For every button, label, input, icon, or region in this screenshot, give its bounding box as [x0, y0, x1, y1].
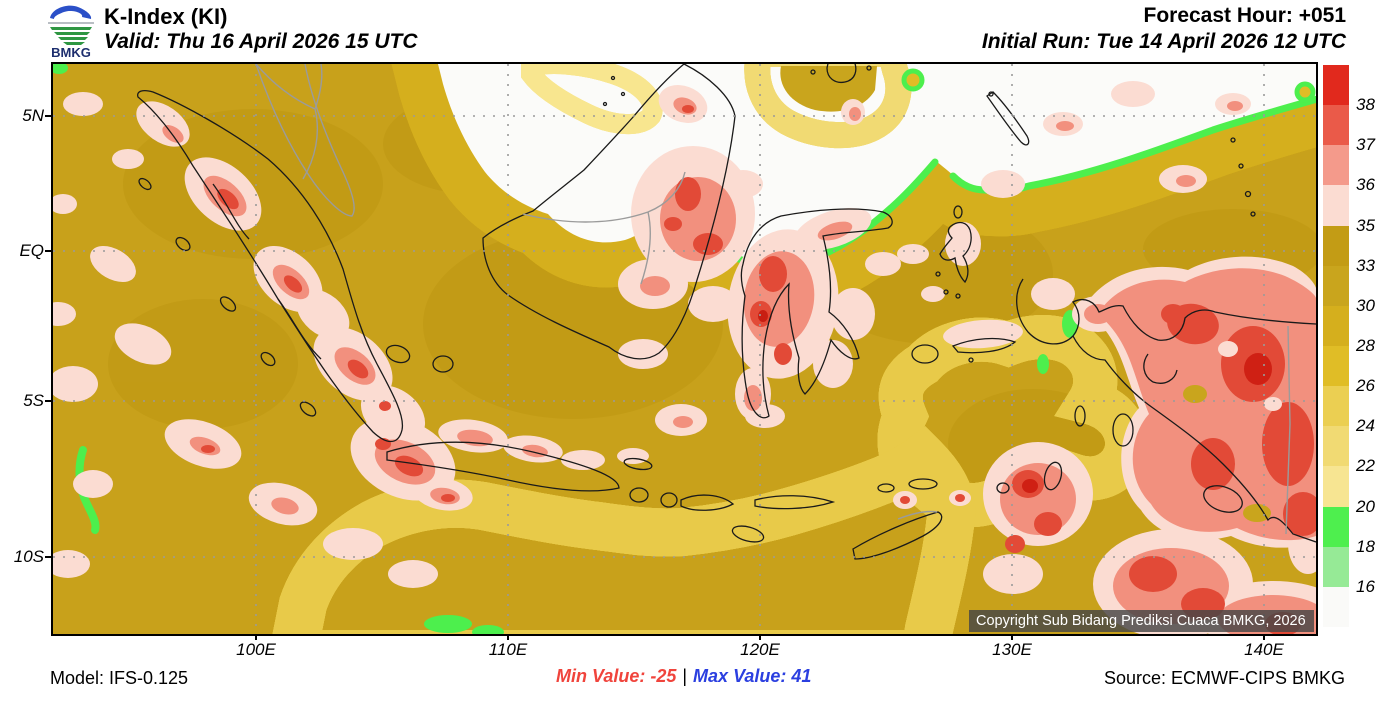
colorbar-band — [1323, 265, 1349, 306]
colorbar-band — [1323, 225, 1349, 266]
valid-time-label: Valid: Thu 16 April 2026 15 UTC — [104, 30, 418, 53]
colorbar-label: 36 — [1356, 175, 1375, 195]
colorbar-label: 24 — [1356, 416, 1375, 436]
y-axis-tick — [45, 400, 51, 402]
y-axis-label: 10S — [13, 547, 44, 566]
y-axis-tick — [45, 115, 51, 117]
max-value-label: Max Value: 41 — [693, 666, 812, 686]
colorbar-label: 37 — [1356, 135, 1375, 155]
bmkg-logo-text: BMKG — [51, 45, 91, 59]
y-axis-label: 5S — [23, 391, 44, 410]
colorbar-label: 26 — [1356, 376, 1375, 396]
x-axis-tick — [759, 634, 761, 640]
y-axis-label: 5N — [22, 106, 44, 125]
x-axis-tick — [255, 634, 257, 640]
source-label: Source: ECMWF-CIPS BMKG — [1103, 668, 1345, 688]
x-axis-tick — [1011, 634, 1013, 640]
colorbar-band — [1323, 145, 1349, 186]
x-axis-label: 100E — [236, 640, 276, 659]
minmax-separator: | — [682, 666, 688, 686]
colorbar-band — [1323, 345, 1349, 387]
x-axis-label: 120E — [740, 640, 780, 659]
colorbar-band — [1323, 105, 1349, 146]
lat-lon-gridlines — [53, 64, 1316, 634]
colorbar-band — [1323, 466, 1349, 507]
colorbar-band — [1323, 586, 1349, 627]
kindex-high-blobs — [53, 81, 1316, 634]
colorbar-label: 16 — [1356, 576, 1375, 596]
x-axis-label: 130E — [992, 640, 1032, 659]
initial-run-label: Initial Run: Tue 14 April 2026 12 UTC — [981, 30, 1346, 53]
bmkg-logo-cloud — [48, 5, 94, 45]
colorbar-label: 18 — [1356, 536, 1375, 556]
colorbar-band — [1323, 305, 1349, 346]
colorbar-band — [1323, 65, 1349, 106]
forecast-hour-label: Forecast Hour: +051 — [1143, 4, 1347, 27]
country-borders — [255, 64, 1291, 535]
x-axis-tick — [507, 634, 509, 640]
colorbar-label: 28 — [1356, 336, 1375, 355]
colorbar-label: 22 — [1356, 456, 1375, 476]
colorbar — [1323, 65, 1349, 627]
colorbar-band — [1323, 426, 1349, 467]
y-axis-label: EQ — [19, 241, 44, 260]
colorbar-band — [1323, 546, 1349, 587]
y-axis-tick — [45, 250, 51, 252]
colorbar-band — [1323, 506, 1349, 547]
y-axis-tick — [45, 556, 51, 558]
colorbar-label: 35 — [1356, 215, 1375, 235]
x-axis-label: 140E — [1244, 640, 1284, 659]
x-axis-tick — [1263, 634, 1265, 640]
x-axis-label: 110E — [488, 640, 528, 659]
model-label: Model: IFS-0.125 — [50, 668, 189, 688]
sea-region-south — [293, 426, 951, 634]
page-title: K-Index (KI) — [104, 4, 228, 29]
colorbar-band — [1323, 386, 1349, 427]
colorbar-label: 20 — [1356, 496, 1375, 516]
colorbar-band — [1323, 185, 1349, 226]
min-value-label: Min Value: -25 — [556, 666, 677, 686]
colorbar-label: 38 — [1356, 95, 1375, 115]
forecast-map-frame: Copyright Sub Bidang Prediksi Cuaca BMKG… — [51, 62, 1318, 636]
colorbar-label: 30 — [1356, 295, 1375, 315]
minmax-values: Min Value: -25 | Max Value: 41 — [556, 666, 811, 687]
forecast-map — [53, 64, 1316, 634]
colorbar-label: 33 — [1356, 255, 1375, 275]
coastlines — [137, 64, 1316, 560]
bmkg-logo: BMKG — [48, 5, 94, 59]
copyright-overlay: Copyright Sub Bidang Prediksi Cuaca BMKG… — [969, 610, 1314, 632]
